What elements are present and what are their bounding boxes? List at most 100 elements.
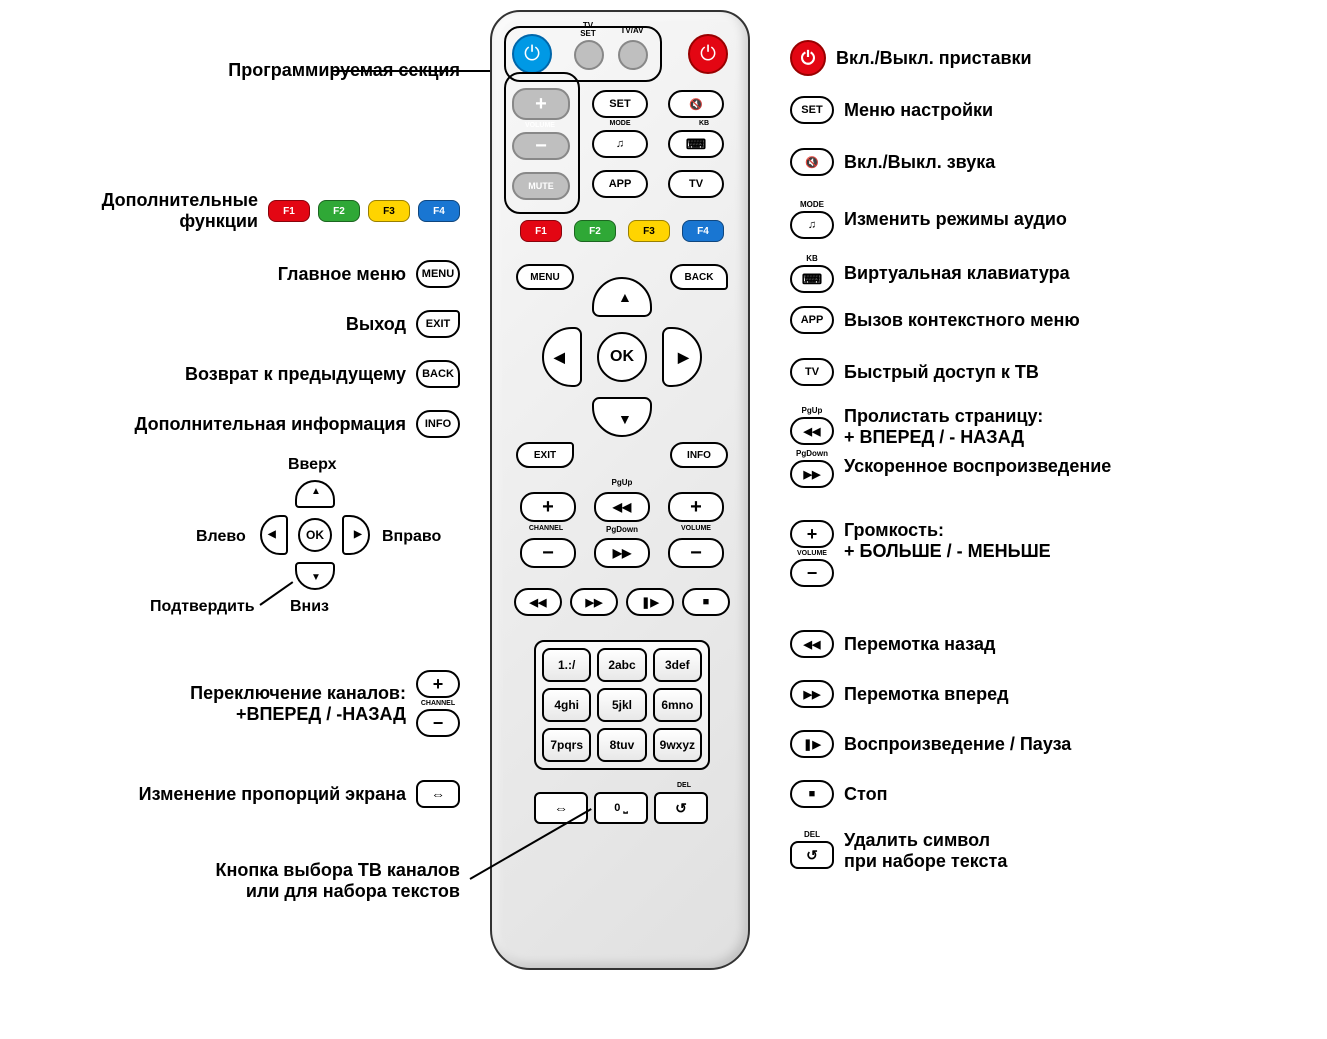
f1-button[interactable]: F1 [520,220,562,242]
forward-button[interactable]: ▶▶ [570,588,618,616]
label: Возврат к предыдущему [185,364,406,385]
ann-r-mute: 🔇 Вкл./Выкл. звука [790,148,995,176]
key-1[interactable]: 1.:/ [542,648,591,682]
tvav-button[interactable] [618,40,648,70]
ann-r-del: DEL↺ Удалить символ при наборе текста [790,830,1007,872]
volume-plus-button[interactable]: + [668,492,724,522]
key-6[interactable]: 6mno [653,688,702,722]
key-4[interactable]: 4ghi [542,688,591,722]
info-chip: INFO [416,410,460,438]
ann-r-mode: MODE♫ Изменить режимы аудио [790,200,1067,239]
label3: Ускоренное воспроизведение [844,456,1111,477]
keypad: 1.:/ 2abc 3def 4ghi 5jkl 6mno 7pqrs 8tuv… [534,640,710,770]
label: Переключение каналов: +ВПЕРЕД / -НАЗАД [190,683,406,725]
rw-chip: ◀◀ [790,630,834,658]
key-5[interactable]: 5jkl [597,688,646,722]
vol-plus-button[interactable]: + [512,88,570,120]
pgdown-label: PgDown [602,525,642,534]
ann-r-volume: + VOLUME − Громкость: + БОЛЬШЕ / - МЕНЬШ… [790,520,1051,587]
label2: + БОЛЬШЕ / - МЕНЬШЕ [844,541,1051,562]
mute-toggle-button[interactable]: 🔇 [668,90,724,118]
page-down-button[interactable]: ▶▶ [594,538,650,568]
tvset-button[interactable] [574,40,604,70]
set-chip: SET [790,96,834,124]
stop-icon: ■ [703,596,710,608]
pgdown-chip: ▶▶ [790,460,834,488]
dpad-right[interactable]: ▶ [662,327,702,387]
lbl-down: Вниз [290,598,329,616]
ann-r-play: ❚▶ Воспроизведение / Пауза [790,730,1071,758]
dpad-down[interactable]: ▼ [592,397,652,437]
ann-extra-funcs: F1 F2 F3 F4 Дополнительные функции [20,190,460,232]
keyboard-icon: ⌨ [686,136,706,153]
key-8[interactable]: 8tuv [597,728,646,762]
pgdown-chip-label: PgDown [796,449,828,458]
exit-chip: EXIT [416,310,460,338]
play-pause-button[interactable]: ❚▶ [626,588,674,616]
dpad-left[interactable]: ◀ [542,327,582,387]
remote-body: ⏻ TV SET TV/AV ⏻ + VOLUME − MUTE SET 🔇 M… [490,10,750,970]
channel-label: CHANNEL [526,525,566,532]
f2-button[interactable]: F2 [574,220,616,242]
f4-button[interactable]: F4 [682,220,724,242]
ann-r-power: ⏻ Вкл./Выкл. приставки [790,40,1032,76]
lbl-up: Вверх [288,456,337,474]
stop-button[interactable]: ■ [682,588,730,616]
f3-button[interactable]: F3 [628,220,670,242]
exit-button[interactable]: EXIT [516,442,574,468]
app-button[interactable]: APP [592,170,648,198]
pgup-chip-label: PgUp [802,406,823,415]
rewind-icon: ◀◀ [530,596,547,609]
volume-minus-button[interactable]: − [668,538,724,568]
del-label: DEL [664,782,704,789]
set-button[interactable]: SET [592,90,648,118]
mute-chip: 🔇 [790,148,834,176]
label: Дополнительные функции [102,190,258,232]
power-icon: ⏻ [801,48,815,69]
rewind-button[interactable]: ◀◀ [514,588,562,616]
ann-info: INFO Дополнительная информация [20,410,460,438]
mute-grey-button[interactable]: MUTE [512,172,570,200]
vol-minus-chip: − [790,559,834,587]
del-button[interactable]: ↺ [654,792,708,824]
ok-button[interactable]: OK [597,332,647,382]
back-chip: BACK [416,360,460,388]
vol-minus-button[interactable]: − [512,132,570,160]
channel-plus-button[interactable]: + [520,492,576,522]
keyboard-button[interactable]: ⌨ [668,130,724,158]
dpad: ▲ ▼ ◀ ▶ OK [542,277,702,437]
ann-r-set: SET Меню настройки [790,96,993,124]
key-3[interactable]: 3def [653,648,702,682]
f4-chip: F4 [418,200,460,222]
kb-chip: ⌨ [790,265,834,293]
info-button[interactable]: INFO [670,442,728,468]
lbl-confirm: Подтвердить [150,598,255,616]
label: Выход [346,314,406,335]
tv-button[interactable]: TV [668,170,724,198]
mode-button[interactable]: ♫ [592,130,648,158]
vol-chip-label: VOLUME [797,550,827,557]
arrow-up-icon: ▲ [618,289,632,305]
kb-label: KB [684,120,724,127]
label1: Громкость: [844,520,1051,541]
label: Виртуальная клавиатура [844,263,1070,284]
f1-chip: F1 [268,200,310,222]
channel-minus-button[interactable]: − [520,538,576,568]
dpad-up[interactable]: ▲ [592,277,652,317]
menu-chip: MENU [416,260,460,288]
label2: + ВПЕРЕД / - НАЗАД [844,427,1111,448]
key-7[interactable]: 7pqrs [542,728,591,762]
vol-plus-chip: + [790,520,834,548]
arrow-left-icon: ◀ [554,349,565,366]
ann-r-rw: ◀◀ Перемотка назад [790,630,995,658]
aspect-button[interactable]: ⇔ [534,792,588,824]
power-tv-button[interactable]: ⏻ [688,34,728,74]
key-0[interactable]: 0 ⎵ [594,792,648,824]
page-up-button[interactable]: ◀◀ [594,492,650,522]
ann-back: BACK Возврат к предыдущему [40,360,460,388]
key-9[interactable]: 9wxyz [653,728,702,762]
label: Перемотка назад [844,634,995,655]
key-2[interactable]: 2abc [597,648,646,682]
power-stb-button[interactable]: ⏻ [512,34,552,74]
label1: Пролистать страницу: [844,406,1111,427]
